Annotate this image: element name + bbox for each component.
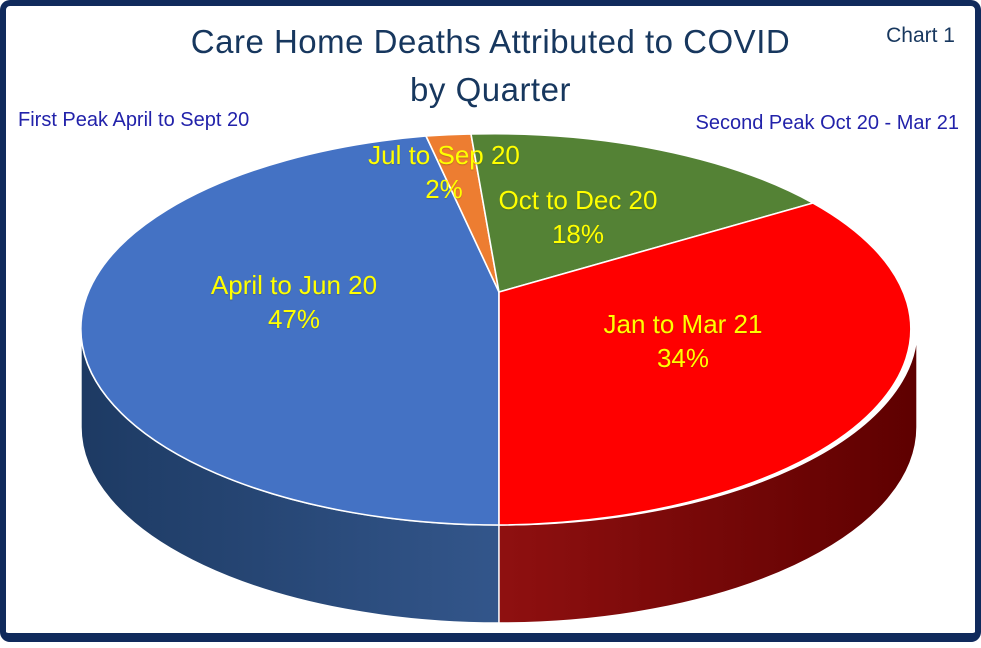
annotation-second-peak: Second Peak Oct 20 - Mar 21 [695, 112, 959, 134]
pie-chart-3d [80, 132, 918, 624]
pie-slice-april-to-jun[interactable] [80, 135, 500, 526]
pie-slice-jan-to-mar[interactable] [498, 202, 912, 526]
chart-number-label: Chart 1 [886, 24, 955, 47]
pie-slice-oct-to-dec[interactable] [470, 132, 814, 293]
pie-side-jan-to-mar [498, 328, 918, 624]
chart-title: Care Home Deaths Attributed to COVID by … [6, 18, 975, 114]
annotation-first-peak: First Peak April to Sept 20 [18, 109, 250, 131]
chart-title-line1: Care Home Deaths Attributed to COVID [190, 23, 791, 60]
chart-area: Care Home Deaths Attributed to COVID by … [6, 6, 975, 633]
chart-title-line2: by Quarter [410, 71, 571, 108]
